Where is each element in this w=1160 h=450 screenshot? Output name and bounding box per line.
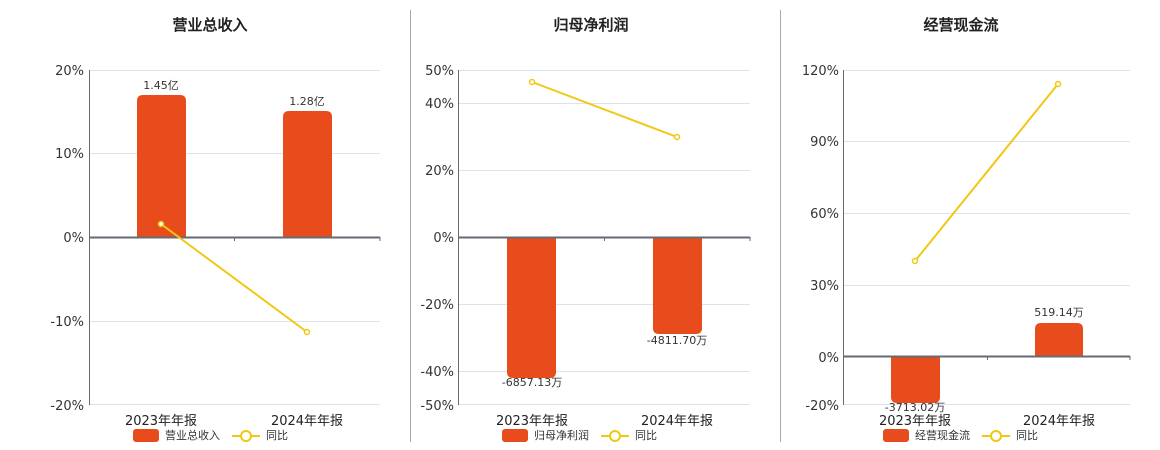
svg-text:519.14万: 519.14万	[1034, 306, 1084, 319]
svg-text:50%: 50%	[425, 64, 454, 79]
svg-text:-20%: -20%	[805, 399, 839, 414]
svg-text:30%: 30%	[810, 279, 839, 294]
svg-text:2024年年报: 2024年年报	[1023, 414, 1095, 429]
svg-text:-50%: -50%	[420, 399, 454, 414]
svg-text:2024年年报: 2024年年报	[271, 414, 343, 429]
svg-text:2023年年报: 2023年年报	[496, 414, 568, 429]
svg-text:0%: 0%	[818, 351, 839, 366]
svg-text:0%: 0%	[63, 231, 84, 246]
bar-label: 1.28亿	[289, 95, 325, 108]
svg-text:60%: 60%	[810, 207, 839, 222]
chart-plot: 20% 10% 0% -10% -20% 1.45亿 1.28亿 2023年年报…	[50, 64, 381, 429]
bar-2023	[891, 357, 940, 403]
legend-bar-swatch[interactable]	[502, 428, 528, 442]
y-tick-labels: 20% 10% 0% -10% -20%	[50, 64, 84, 414]
svg-text:-40%: -40%	[420, 365, 454, 380]
legend-line-swatch[interactable]	[232, 429, 260, 442]
legend-line-swatch[interactable]	[982, 429, 1010, 442]
chart-operating-cashflow: 经营现金流 120% 90% 60% 30% 0% -20% -3713.02万…	[781, 0, 1160, 450]
legend: 经营现金流 同比	[883, 427, 1038, 443]
svg-text:10%: 10%	[55, 147, 84, 162]
legend-bar-swatch[interactable]	[133, 428, 159, 442]
svg-text:0%: 0%	[433, 231, 454, 246]
legend-line-swatch[interactable]	[601, 429, 629, 442]
legend-bar-label[interactable]: 经营现金流	[915, 429, 970, 442]
grid-lines	[89, 70, 380, 405]
legend-line-label[interactable]: 同比	[635, 429, 657, 442]
bar-2024	[1035, 323, 1083, 357]
legend-line-label[interactable]: 同比	[266, 429, 288, 442]
svg-text:40%: 40%	[425, 97, 454, 112]
yoy-line	[160, 223, 308, 333]
legend-line-label[interactable]: 同比	[1016, 429, 1038, 442]
svg-text:2024年年报: 2024年年报	[641, 414, 713, 429]
chart-title: 归母净利润	[553, 16, 629, 34]
yoy-point	[157, 220, 165, 228]
legend-bar-label[interactable]: 归母净利润	[534, 429, 589, 442]
svg-text:-20%: -20%	[50, 399, 84, 414]
legend-bar-swatch[interactable]	[883, 428, 909, 442]
legend-bar-label[interactable]: 营业总收入	[165, 429, 220, 442]
bar-2024	[653, 237, 702, 334]
bar-2023	[507, 237, 556, 378]
x-tick-labels: 2023年年报 2024年年报	[125, 414, 343, 429]
svg-text:120%: 120%	[802, 64, 839, 79]
chart-title: 经营现金流	[923, 16, 999, 34]
bar-2024	[283, 111, 332, 237]
chart-title: 营业总收入	[172, 16, 248, 34]
svg-text:20%: 20%	[55, 64, 84, 79]
svg-text:-10%: -10%	[50, 315, 84, 330]
yoy-point	[303, 328, 311, 336]
svg-text:90%: 90%	[810, 135, 839, 150]
chart-revenue: 营业总收入 20% 10% 0% -10% -20% 1.45亿 1.28亿 2…	[0, 0, 410, 450]
svg-text:2023年年报: 2023年年报	[879, 414, 951, 429]
divider	[780, 10, 781, 442]
legend: 营业总收入 同比	[133, 427, 288, 443]
bar-2023	[137, 95, 186, 237]
svg-text:20%: 20%	[425, 164, 454, 179]
svg-text:2023年年报: 2023年年报	[125, 414, 197, 429]
svg-text:-3713.02万: -3713.02万	[885, 401, 945, 414]
chart-net-profit: 归母净利润 50% 40% 20% 0% -20% -40% -50% -685…	[411, 0, 781, 450]
bars	[137, 95, 332, 237]
legend: 归母净利润 同比	[502, 427, 657, 443]
bar-label: 1.45亿	[143, 79, 179, 92]
svg-text:-20%: -20%	[420, 298, 454, 313]
svg-text:-6857.13万: -6857.13万	[502, 376, 562, 389]
divider	[410, 10, 411, 442]
svg-text:-4811.70万: -4811.70万	[647, 334, 707, 347]
